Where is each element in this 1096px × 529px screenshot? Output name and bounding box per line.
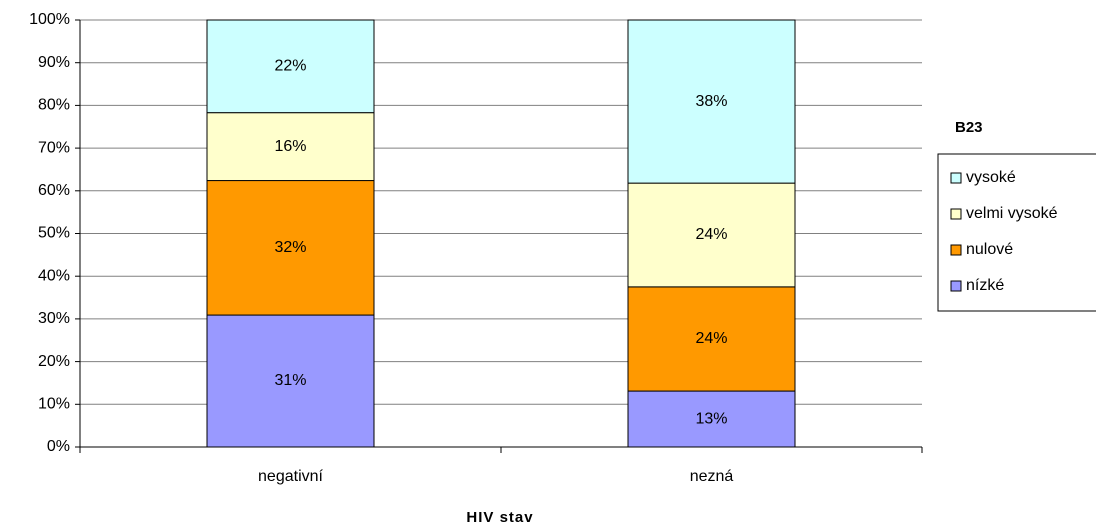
y-tick-label: 80% xyxy=(38,97,70,114)
legend-label: velmi vysoké xyxy=(966,205,1058,222)
legend-swatch xyxy=(950,172,962,184)
data-label: 22% xyxy=(274,58,306,75)
bar-segment xyxy=(627,286,796,392)
bar-segment xyxy=(206,19,375,114)
data-label: 24% xyxy=(695,226,727,243)
x-tick-label: nezná xyxy=(690,468,734,485)
y-tick-label: 20% xyxy=(38,353,70,370)
data-label: 13% xyxy=(695,410,727,427)
legend-title: B23 xyxy=(955,119,983,136)
y-tick-label: 10% xyxy=(38,396,70,413)
y-tick-label: 90% xyxy=(38,54,70,71)
bar-segment xyxy=(627,390,796,448)
data-label: 16% xyxy=(274,138,306,155)
data-label: 38% xyxy=(695,93,727,110)
bar-segment xyxy=(206,314,375,448)
legend-label: nulové xyxy=(966,241,1013,258)
y-tick-label: 40% xyxy=(38,267,70,284)
legend-label: vysoké xyxy=(966,169,1016,186)
y-tick-label: 0% xyxy=(47,438,70,455)
legend-label: nízké xyxy=(966,277,1004,294)
y-tick-label: 60% xyxy=(38,182,70,199)
data-label: 32% xyxy=(274,239,306,256)
y-tick-label: 70% xyxy=(38,139,70,156)
bar-segment xyxy=(627,19,796,184)
legend-swatch xyxy=(950,244,962,256)
legend-box xyxy=(937,153,1096,312)
bar-segment xyxy=(206,180,375,316)
x-axis-title: HIV stav xyxy=(466,509,533,526)
data-label: 24% xyxy=(695,330,727,347)
data-label: 31% xyxy=(274,372,306,389)
bar-segment xyxy=(206,112,375,182)
y-tick-label: 100% xyxy=(29,11,70,28)
y-tick-label: 50% xyxy=(38,225,70,242)
x-tick-label: negativní xyxy=(258,468,323,485)
y-tick-label: 30% xyxy=(38,310,70,327)
bar-segment xyxy=(627,182,796,288)
legend-swatch xyxy=(950,208,962,220)
legend-swatch xyxy=(950,280,962,292)
